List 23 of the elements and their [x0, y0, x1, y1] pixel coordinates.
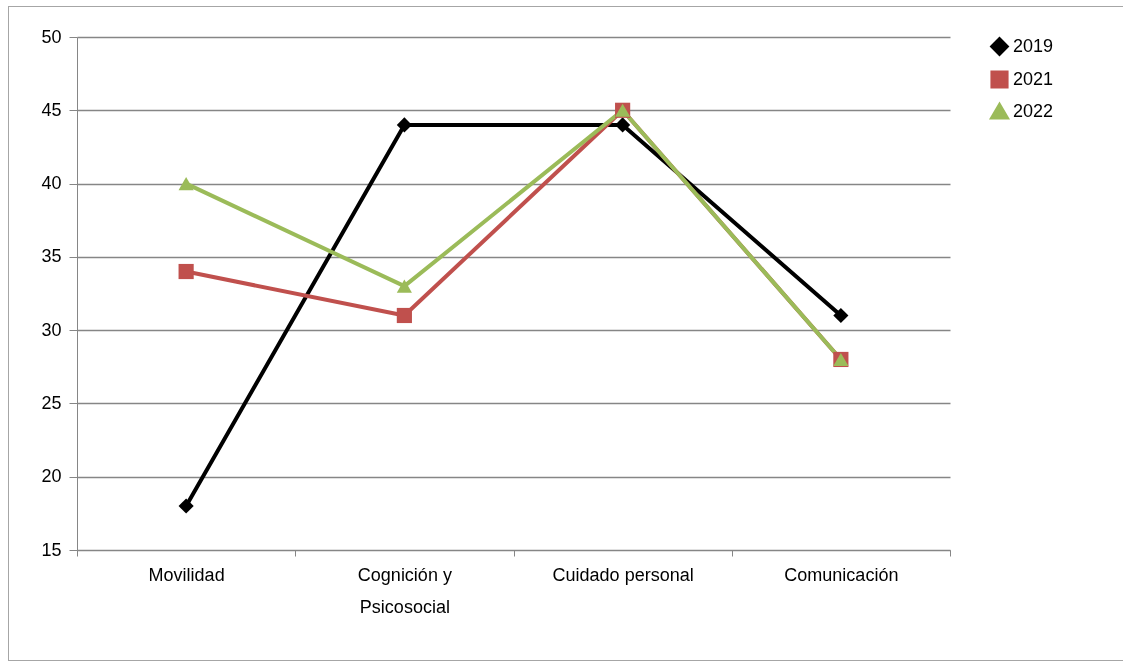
point [833, 307, 849, 324]
legend-label: 2019 [1013, 35, 1054, 56]
point [178, 263, 194, 280]
point [615, 117, 631, 133]
x-tick-label: Cognición y Psicosocial [357, 564, 452, 617]
x-tick-label: Movilidad [148, 564, 225, 585]
y-tick-label: 25 [41, 392, 62, 413]
y-tick-label: 50 [41, 26, 62, 47]
y-tick-label: 45 [41, 99, 62, 120]
point [396, 117, 412, 133]
y-tick-label: 35 [41, 246, 62, 267]
point [178, 177, 194, 191]
y-tick-label: 30 [41, 319, 62, 340]
y-tick-label: 20 [41, 466, 62, 487]
x-tick-label: Comunicación [784, 564, 899, 585]
point [396, 307, 412, 324]
y-tick-label: 40 [41, 173, 62, 194]
legend-label: 2022 [1013, 100, 1054, 121]
point [396, 279, 412, 293]
y-tick-label: 15 [41, 539, 62, 560]
legend-label: 2021 [1013, 68, 1054, 89]
x-tick-label: Cuidado personal [552, 564, 694, 585]
point [178, 498, 194, 514]
